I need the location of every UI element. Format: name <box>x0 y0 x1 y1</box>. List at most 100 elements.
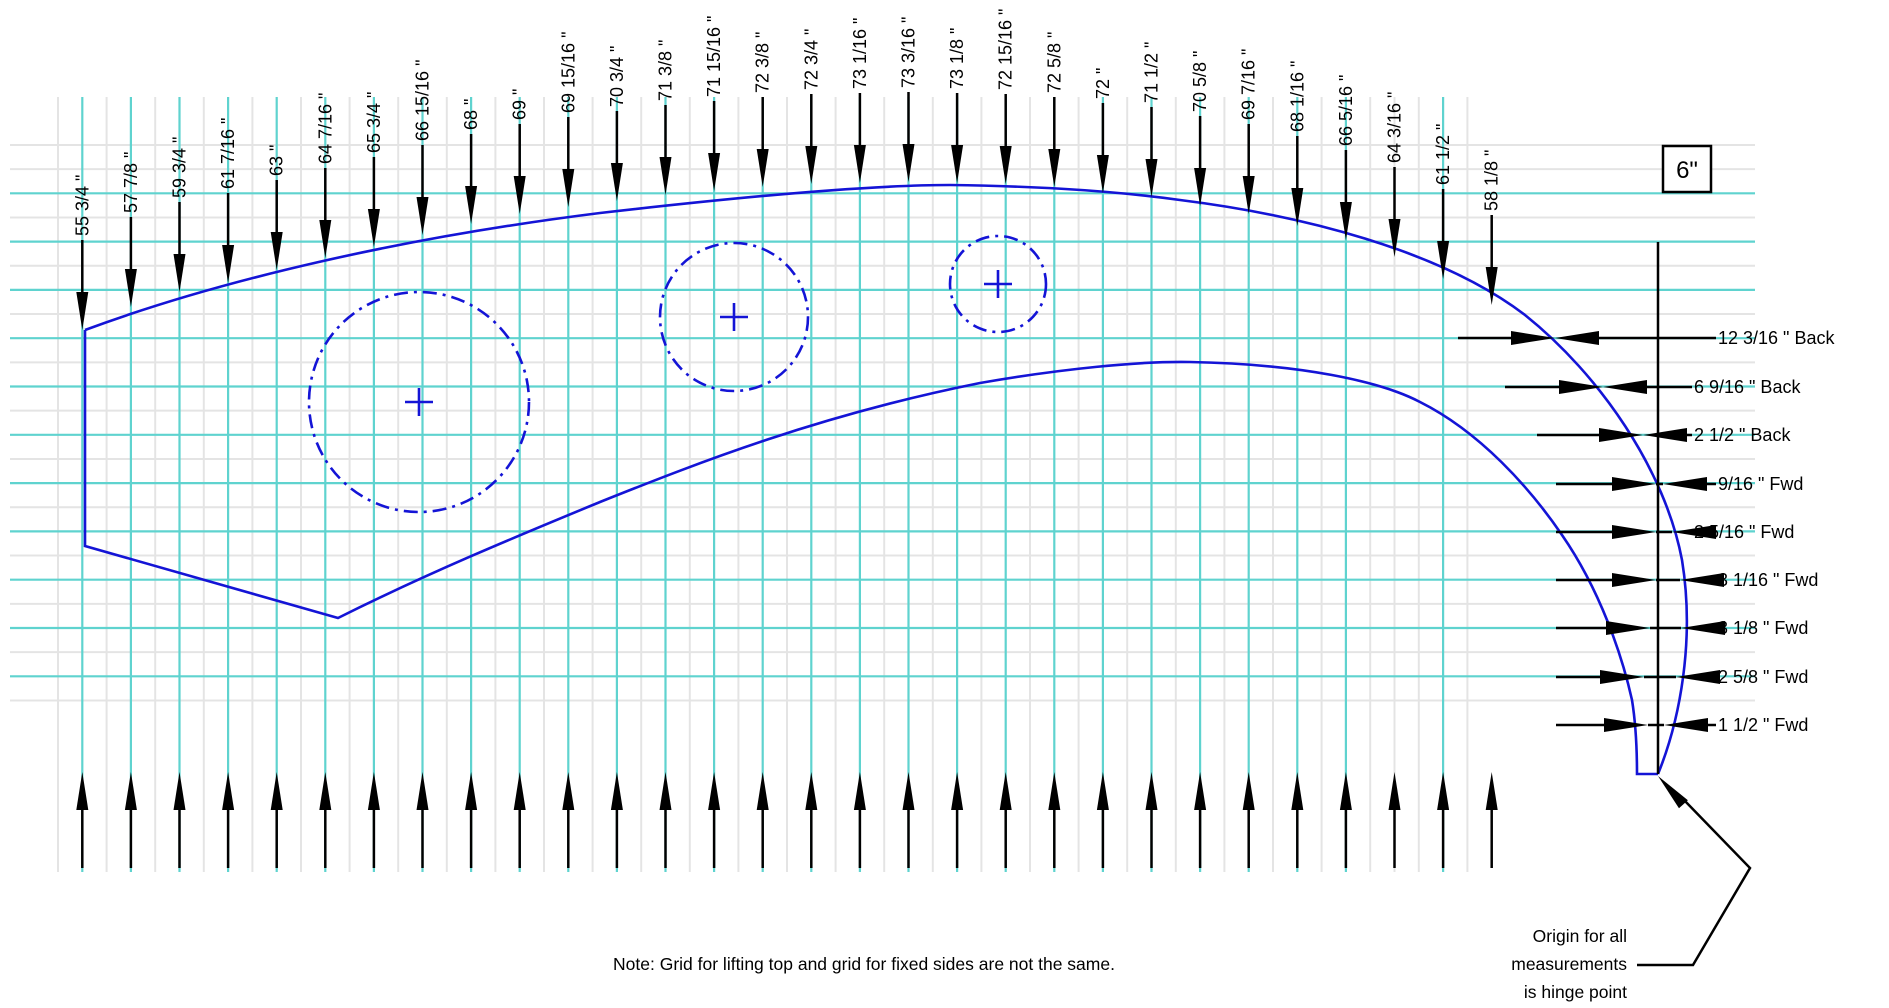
origin-label-line-3: is hinge point <box>1524 982 1627 1002</box>
top-arrow-head <box>610 163 623 201</box>
top-measurement-label: 64 7/16 " <box>315 93 335 164</box>
bottom-arrow-head <box>1485 772 1498 810</box>
bottom-arrow-head <box>1291 772 1304 810</box>
top-measurement-label: 65 3/4 " <box>364 92 384 153</box>
bottom-arrow-head <box>416 772 429 810</box>
top-measurement-label: 72 3/8 " <box>753 32 773 93</box>
grid-note: Note: Grid for lifting top and grid for … <box>613 954 1115 974</box>
bottom-arrow-head <box>173 772 186 810</box>
side-arrow-head-left <box>1612 525 1656 539</box>
top-measurement-label: 70 3/4 " <box>607 46 627 107</box>
part-outlines <box>83 183 1689 776</box>
side-arrow-head-left <box>1612 573 1656 587</box>
side-arrow-head-left <box>1559 380 1603 394</box>
scale-label: 6" <box>1676 157 1698 184</box>
top-measurement-label: 69 " <box>510 89 530 120</box>
side-measurement-label: 9/16 " Fwd <box>1718 474 1803 494</box>
bottom-arrow-head <box>513 772 526 810</box>
top-arrow-head <box>756 149 769 187</box>
side-arrow-head-right <box>1643 428 1687 442</box>
side-arrow-head-right <box>1676 670 1720 684</box>
side-measurement-label: 3 1/8 " Fwd <box>1718 618 1808 638</box>
bottom-arrow-head <box>853 772 866 810</box>
top-arrow-head <box>1242 176 1255 214</box>
top-arrow-head <box>951 145 964 183</box>
side-measurement-label: 2 5/16 " Fwd <box>1694 522 1794 542</box>
bottom-arrow-head <box>76 772 89 810</box>
top-arrow-head <box>805 146 818 184</box>
center-mark <box>720 303 748 331</box>
bottom-arrow-head <box>756 772 769 810</box>
top-arrow-head <box>1291 188 1304 226</box>
top-measurement-label: 66 5/16 " <box>1336 75 1356 146</box>
top-arrow-head <box>902 144 915 182</box>
top-measurement-label: 70 5/8 " <box>1190 51 1210 112</box>
top-arrow-head <box>562 169 575 207</box>
bottom-arrow-head <box>1339 772 1352 810</box>
center-mark <box>405 388 433 416</box>
side-measurement-label: 1 1/2 " Fwd <box>1718 715 1808 735</box>
top-measurement-label: 59 3/4 " <box>170 137 190 198</box>
top-measurement-label: 73 3/16 " <box>899 17 919 88</box>
side-measurements: 12 3/16 " Back 6 9/16 " Back 2 1/2 " Back 9… <box>1458 242 1835 967</box>
top-measurement-label: 61 1/2 " <box>1433 124 1453 185</box>
origin-label-line-2: measurements <box>1511 954 1627 974</box>
top-arrow-head <box>416 197 429 235</box>
top-measurement-label: 71 3/8 " <box>656 40 676 101</box>
bottom-arrow-head <box>367 772 380 810</box>
top-measurement-label: 55 3/4 " <box>72 175 92 236</box>
top-arrow-head <box>1485 267 1498 305</box>
side-arrow-head-right <box>1555 331 1599 345</box>
bottom-arrow-head <box>222 772 235 810</box>
bottom-arrow-head <box>1145 772 1158 810</box>
bottom-arrow-head <box>562 772 575 810</box>
side-arrow-head-left <box>1604 718 1648 732</box>
top-arrow-head <box>270 232 283 270</box>
top-measurements: 55 3/4 " 57 7/8 " 59 3/4 " 61 7/16 " 63 " 64 … <box>72 9 1502 330</box>
top-measurement-label: 72 " <box>1093 68 1113 99</box>
bottom-arrow-head <box>270 772 283 810</box>
top-arrow-head <box>659 157 672 195</box>
side-arrow-head-right <box>1664 718 1708 732</box>
top-measurement-label: 72 3/4 " <box>801 29 821 90</box>
hole-circle <box>948 234 1048 334</box>
origin-callout: Origin for all measurements is hinge poi… <box>1511 926 1627 1002</box>
top-arrow-head <box>76 292 89 330</box>
side-arrow-head-right <box>1681 621 1725 635</box>
top-arrow-head <box>173 254 186 292</box>
top-measurement-label: 63 " <box>267 145 287 176</box>
side-measurement-label: 2 5/8 " Fwd <box>1718 667 1808 687</box>
side-measurement-label: 3 1/16 " Fwd <box>1718 570 1818 590</box>
top-arrow-head <box>1048 149 1061 187</box>
top-arrow-head <box>1096 155 1109 193</box>
bottom-arrow-head <box>1096 772 1109 810</box>
top-measurement-label: 71 15/16 " <box>704 16 724 97</box>
hole-circle <box>307 290 531 514</box>
top-arrow-head <box>999 146 1012 184</box>
bottom-arrow-head <box>659 772 672 810</box>
top-measurement-label: 72 5/8 " <box>1044 32 1064 93</box>
side-measurement-label: 12 3/16 " Back <box>1718 328 1835 348</box>
top-arrow-head <box>1145 159 1158 197</box>
bottom-arrow-head <box>902 772 915 810</box>
top-measurement-label: 64 3/16 " <box>1385 92 1405 163</box>
bottom-arrow-head <box>1194 772 1207 810</box>
origin-label-line-1: Origin for all <box>1533 926 1627 946</box>
bottom-arrow-head <box>708 772 721 810</box>
top-measurement-label: 61 7/16 " <box>218 118 238 189</box>
top-measurement-label: 68 " <box>461 99 481 130</box>
bottom-arrow-head <box>805 772 818 810</box>
bottom-arrow-head <box>951 772 964 810</box>
bottom-arrow-head <box>610 772 623 810</box>
side-arrow-head-left <box>1612 477 1656 491</box>
bottom-arrow-head <box>1242 772 1255 810</box>
scale-box: 6" <box>1661 144 1713 194</box>
hole-circle <box>658 241 810 393</box>
bottom-arrow-head <box>1048 772 1061 810</box>
side-arrow-head-right <box>1663 477 1707 491</box>
top-measurement-label: 69 7/16 " <box>1239 49 1259 120</box>
bottom-arrow-head <box>319 772 332 810</box>
top-measurement-label: 73 1/8 " <box>947 28 967 89</box>
